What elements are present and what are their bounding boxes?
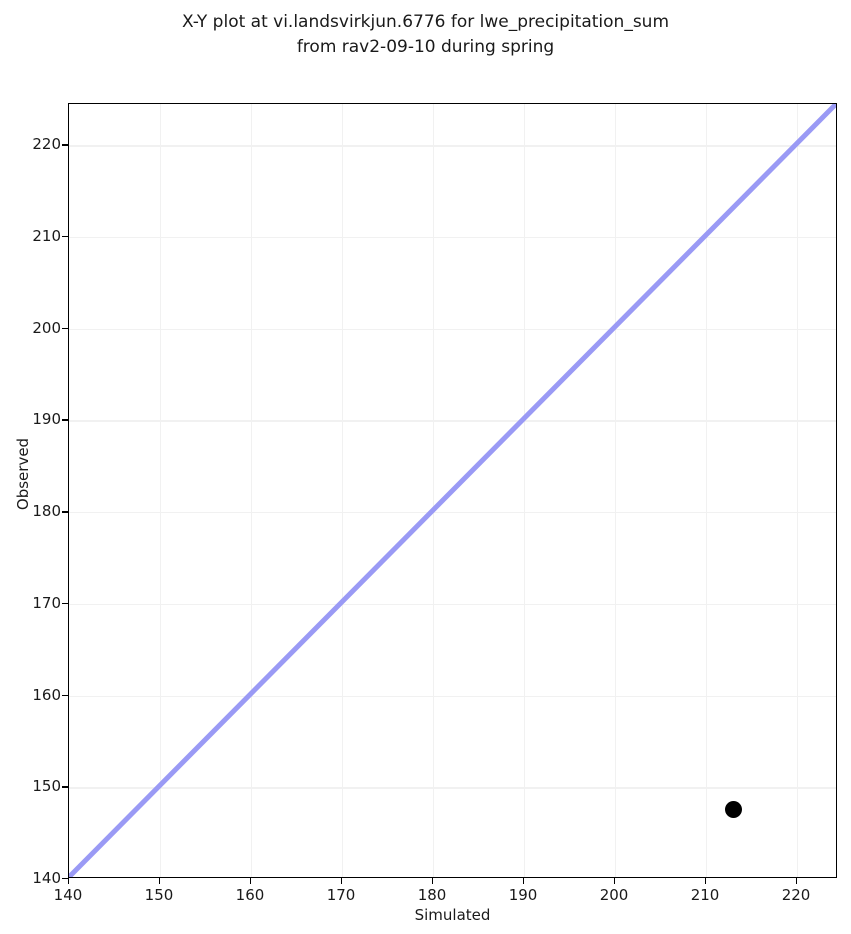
x-tick-mark [68, 878, 70, 884]
gridline-horizontal [69, 236, 836, 239]
x-tick-label: 190 [508, 886, 538, 904]
gridline-vertical [433, 104, 435, 877]
y-tick-label: 190 [32, 410, 61, 429]
gridline-vertical [706, 104, 708, 877]
plot-area [68, 103, 837, 878]
y-tick-mark [62, 786, 68, 788]
gridline-horizontal [69, 512, 836, 514]
x-axis-label: Simulated [414, 906, 491, 924]
x-tick-mark [159, 878, 161, 884]
gridline-horizontal [69, 328, 836, 330]
x-tick-mark [705, 878, 707, 884]
y-tick-mark [62, 511, 68, 513]
gridline-vertical [524, 104, 526, 877]
y-tick-mark [62, 327, 68, 330]
y-tick-label: 160 [32, 685, 61, 704]
y-tick-mark [62, 694, 68, 696]
y-tick-label: 150 [32, 777, 61, 796]
gridline-horizontal [69, 603, 836, 606]
gridline-vertical [251, 104, 253, 877]
gridline-horizontal [69, 420, 836, 422]
x-tick-mark [250, 878, 252, 884]
y-axis-label: Observed [14, 437, 32, 511]
gridline-vertical [615, 104, 617, 877]
one-to-one-line [69, 104, 836, 877]
x-tick-label: 180 [417, 886, 447, 904]
x-tick-label: 160 [235, 886, 265, 904]
x-tick-mark [523, 878, 525, 884]
gridline-horizontal [69, 145, 836, 147]
x-tick-mark [432, 878, 434, 884]
y-tick-label: 220 [32, 135, 61, 154]
gridline-vertical [160, 104, 162, 877]
x-tick-mark [796, 878, 798, 884]
y-tick-label: 200 [32, 318, 61, 337]
gridline-vertical [342, 104, 344, 877]
x-tick-label: 170 [326, 886, 356, 904]
y-tick-mark [62, 235, 68, 238]
y-tick-label: 210 [32, 226, 61, 245]
y-tick-mark [62, 419, 68, 421]
x-tick-label: 150 [144, 886, 174, 904]
x-tick-label: 220 [781, 886, 811, 904]
gridline-horizontal [69, 787, 836, 789]
data-point [724, 800, 742, 818]
y-tick-mark [62, 602, 68, 605]
y-tick-label: 140 [32, 869, 61, 887]
x-tick-label: 200 [599, 886, 629, 904]
gridline-horizontal [69, 695, 836, 697]
y-tick-mark [62, 144, 68, 146]
x-tick-label: 140 [53, 886, 83, 904]
chart-title: X-Y plot at vi.landsvirkjun.6776 for lwe… [181, 12, 670, 57]
gridline-vertical [797, 104, 799, 877]
x-tick-label: 210 [690, 886, 720, 904]
x-tick-mark [614, 878, 616, 884]
y-tick-mark [62, 878, 68, 880]
y-tick-label: 170 [32, 593, 61, 612]
y-tick-label: 180 [32, 502, 61, 521]
x-tick-mark [341, 878, 343, 884]
